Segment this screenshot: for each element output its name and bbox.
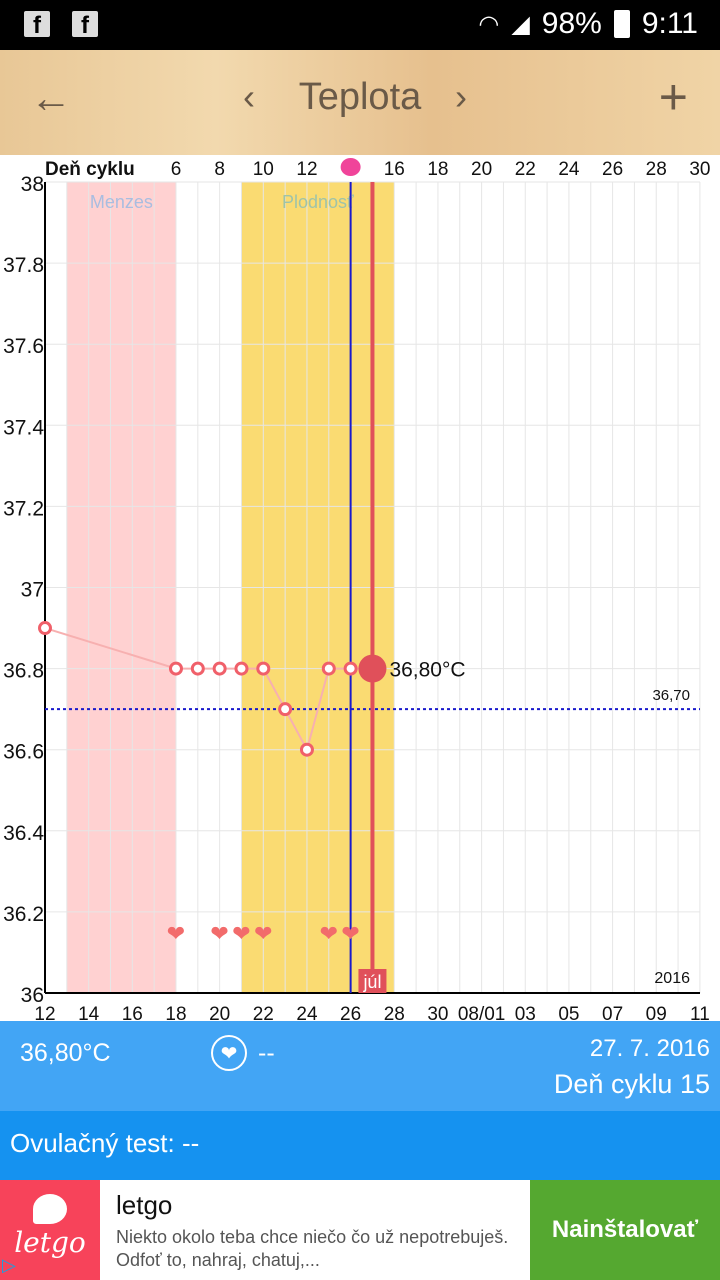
top-tick-label: 24 (558, 159, 580, 180)
top-tick-label: 12 (296, 159, 317, 180)
x-tick-label: 12 (34, 1004, 55, 1021)
top-axis-label: Deň cyklu (45, 159, 135, 180)
top-tick-label: 18 (427, 159, 448, 180)
data-point (299, 742, 314, 757)
band-label: Plodnosť (282, 192, 354, 212)
selected-date: 27. 7. 2016 (589, 1035, 710, 1062)
previous-button[interactable]: ‹ (243, 76, 255, 117)
data-point (278, 702, 293, 717)
top-tick-label: 22 (515, 159, 536, 180)
ad-title: letgo (116, 1190, 173, 1220)
selected-point-label: 36,80°C (389, 659, 465, 682)
ad-banner[interactable]: letgo ▷ letgo Niekto okolo teba chce nie… (0, 1180, 720, 1280)
x-tick-label: 07 (602, 1004, 623, 1021)
ovulation-marker-icon (340, 158, 361, 176)
data-point (256, 661, 271, 676)
temperature-chart[interactable]: Menzes Plodnosť 36 36.2 36.4 36.6 36.8 37 37.2 37… (0, 155, 720, 1021)
data-point (168, 661, 183, 676)
x-tick-label: 08/01 (458, 1004, 506, 1021)
x-tick-label: 14 (78, 1004, 100, 1021)
data-point (190, 661, 205, 676)
signal-icon: ◢ (511, 10, 530, 38)
top-tick-label: 28 (646, 159, 667, 180)
back-button[interactable]: ← (30, 74, 72, 121)
letgo-logo: letgo (0, 1180, 100, 1280)
y-tick-label: 36.8 (3, 660, 44, 683)
y-tick-label: 37.6 (3, 335, 44, 358)
selected-temperature: 36,80°C (20, 1039, 111, 1067)
wifi-icon: ◠ (478, 10, 500, 38)
status-bar: f f ◠ ◢ 98% 9:11 (0, 0, 720, 50)
x-tick-label: 26 (340, 1004, 361, 1021)
data-point (321, 661, 336, 676)
top-tick-label: 6 (171, 159, 182, 180)
x-tick-label: 20 (209, 1004, 230, 1021)
top-tick-label: 10 (253, 159, 274, 180)
adchoices-icon[interactable]: ▷ (2, 1255, 16, 1275)
selected-point (358, 654, 387, 683)
top-tick-label: 20 (471, 159, 492, 180)
clock: 9:11 (641, 7, 698, 40)
y-tick-label: 36 (21, 984, 44, 1007)
ad-description: Niekto okolo teba chce niečo čo už nepot… (116, 1227, 509, 1270)
top-tick-label: 30 (689, 159, 710, 180)
x-tick-label: 18 (165, 1004, 186, 1021)
top-tick-label: 8 (214, 159, 225, 180)
x-tick-label: 05 (558, 1004, 579, 1021)
x-tick-label: 28 (384, 1004, 405, 1021)
y-tick-label: 37.4 (3, 416, 44, 439)
data-point (212, 661, 227, 676)
install-button[interactable]: Nainštalovať (530, 1180, 720, 1280)
facebook-icon: f (72, 11, 98, 39)
data-point (343, 661, 358, 676)
y-tick-label: 36.6 (3, 741, 44, 764)
month-badge (358, 969, 387, 993)
cycle-day: Deň cyklu 15 (553, 1069, 710, 1099)
app-bar: ← Teplota ‹ › + (0, 50, 720, 155)
x-tick-label: 24 (296, 1004, 318, 1021)
x-tick-label: 30 (427, 1004, 448, 1021)
coverline-label: 36,70 (652, 687, 690, 704)
year-label: 2016 (654, 970, 690, 987)
heart-icon: ❤ (232, 922, 250, 947)
next-button[interactable]: › (455, 76, 467, 117)
x-tick-label: 11 (690, 1004, 710, 1021)
x-tick-label: 16 (122, 1004, 143, 1021)
heart-icon: ❤ (254, 922, 272, 947)
heart-icon: ❤ (167, 922, 185, 947)
ovulation-test[interactable]: Ovulačný test: -- (0, 1111, 720, 1180)
heart-icon[interactable]: ❤ (211, 1035, 247, 1071)
info-panel: 36,80°C ❤ -- 27. 7. 2016 Deň cyklu 15 (0, 1021, 720, 1111)
heart-icon: ❤ (210, 922, 228, 947)
band-label: Menzes (90, 192, 153, 212)
battery-level: 98% (541, 7, 602, 40)
x-tick-label: 03 (515, 1004, 536, 1021)
heart-icon: ❤ (341, 922, 359, 947)
y-tick-label: 37.8 (3, 254, 44, 277)
y-tick-label: 37 (21, 579, 44, 602)
heart-icon: ❤ (320, 922, 338, 947)
top-tick-label: 26 (602, 159, 623, 180)
month-label: júl (362, 972, 381, 992)
y-tick-label: 37.2 (3, 497, 44, 520)
y-tick-label: 38 (21, 173, 44, 196)
y-tick-label: 36.4 (3, 822, 44, 845)
y-tick-label: 36.2 (3, 903, 44, 926)
data-point (38, 621, 52, 636)
intercourse-value: -- (258, 1039, 275, 1067)
data-point (234, 661, 249, 676)
add-button[interactable]: + (658, 69, 688, 125)
battery-icon (613, 10, 630, 38)
facebook-icon: f (24, 11, 50, 39)
x-tick-label: 09 (646, 1004, 667, 1021)
x-tick-label: 22 (253, 1004, 274, 1021)
top-tick-label: 16 (384, 159, 405, 180)
page-title: Teplota (298, 76, 422, 118)
